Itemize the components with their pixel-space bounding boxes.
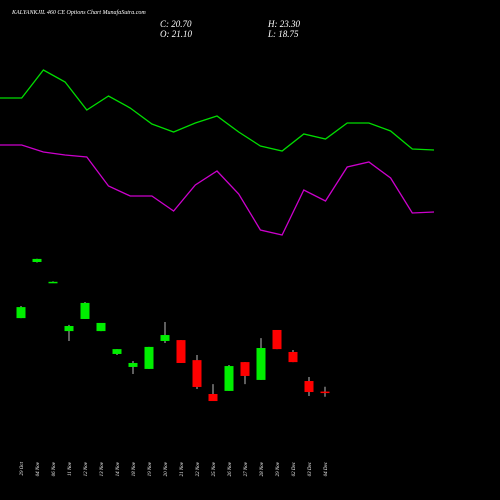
x-tick-label: 29 Oct xyxy=(20,461,25,475)
chart-title: KALYANKJIL 460 CE Options Chart MunafaSu… xyxy=(11,9,146,16)
candle-body xyxy=(112,349,122,354)
x-tick-label: 25 Nov xyxy=(212,461,217,476)
x-tick-label: 28 Nov xyxy=(260,461,265,476)
candle-body xyxy=(192,360,202,387)
x-tick-label: 14 Nov xyxy=(116,461,121,476)
candle-body xyxy=(208,394,218,402)
indicator-line xyxy=(0,144,435,236)
candle-body xyxy=(64,326,74,332)
candle-body xyxy=(176,340,186,363)
candle-body xyxy=(80,302,90,319)
candle-body xyxy=(304,381,314,393)
indicator-line xyxy=(0,69,435,152)
high-label: H: 23.30 xyxy=(267,19,300,29)
x-tick-label: 26 Nov xyxy=(228,461,233,476)
candle-body xyxy=(128,362,138,367)
x-tick-label: 20 Nov xyxy=(164,461,169,476)
candle-body xyxy=(288,351,298,363)
x-tick-label: 12 Nov xyxy=(84,461,89,476)
x-tick-label: 06 Nov xyxy=(52,461,57,476)
x-tick-label: 04 Dec xyxy=(324,461,329,476)
x-tick-label: 22 Nov xyxy=(196,461,201,476)
low-label: L: 18.75 xyxy=(267,29,299,39)
x-tick-label: 29 Nov xyxy=(276,461,281,476)
close-label: C: 20.70 xyxy=(160,19,192,29)
x-tick-label: 13 Nov xyxy=(100,461,105,476)
open-label: O: 21.10 xyxy=(160,29,192,39)
candle-body xyxy=(272,329,282,350)
candle-body xyxy=(16,307,26,319)
candle-body xyxy=(320,391,330,394)
x-tick-label: 11 Nov xyxy=(68,461,73,476)
x-tick-label: 27 Nov xyxy=(244,461,249,476)
candle-body xyxy=(240,362,250,376)
candle-body xyxy=(96,322,106,332)
x-tick-label: 04 Nov xyxy=(36,461,41,476)
x-tick-label: 21 Nov xyxy=(180,461,185,476)
candle-body xyxy=(256,348,266,380)
x-tick-label: 02 Dec xyxy=(292,461,297,476)
candle-body xyxy=(224,366,234,391)
candle-body xyxy=(32,258,42,262)
candle-body xyxy=(160,335,170,341)
candle-body xyxy=(144,346,154,369)
x-tick-label: 03 Dec xyxy=(308,461,313,476)
candle-body xyxy=(48,281,58,284)
x-tick-label: 19 Nov xyxy=(148,461,153,476)
x-tick-label: 18 Nov xyxy=(132,461,137,476)
